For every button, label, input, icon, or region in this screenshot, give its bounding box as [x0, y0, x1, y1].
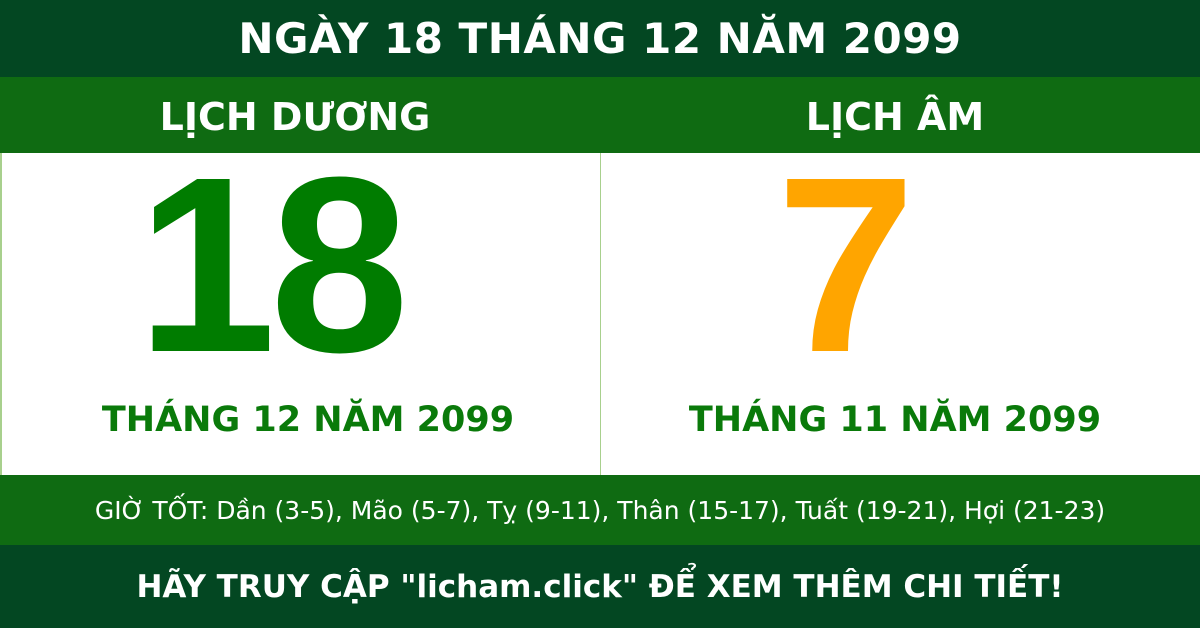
solar-label: LỊCH DƯƠNG — [159, 95, 431, 139]
good-hours: GIỜ TỐT: Dần (3-5), Mão (5-7), Tỵ (9-11)… — [0, 475, 1200, 545]
lunar-day: 7 — [776, 125, 915, 404]
lunar-label: LỊCH ÂM — [805, 95, 985, 139]
solar-month-year: THÁNG 12 NĂM 2099 — [101, 400, 515, 440]
lunar-month-year: THÁNG 11 NĂM 2099 — [688, 400, 1102, 440]
solar-day: 18 — [136, 125, 409, 404]
divider — [600, 153, 601, 475]
footer-cta: HÃY TRUY CẬP "licham.click" ĐỂ XEM THÊM … — [0, 545, 1200, 628]
section-headers: LỊCH DƯƠNG LỊCH ÂM — [0, 77, 1200, 153]
page-title: NGÀY 18 THÁNG 12 NĂM 2099 — [0, 0, 1200, 77]
